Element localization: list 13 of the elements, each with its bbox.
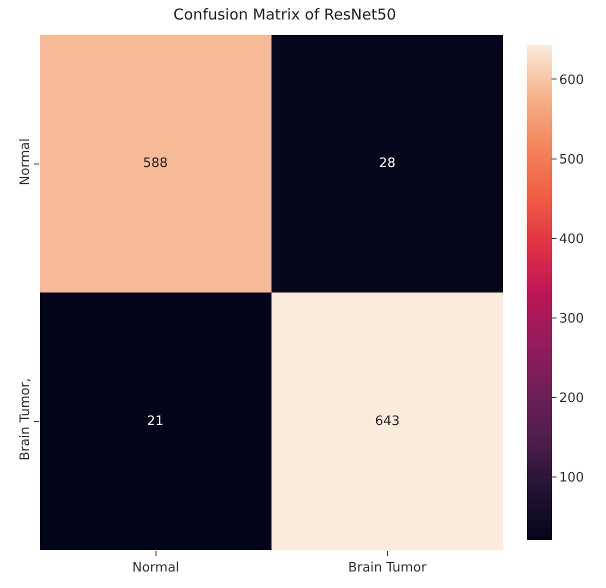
y-tick-label: Brain Tumor, [18, 378, 33, 461]
color-bar-label: 500 [559, 152, 584, 168]
color-bar-label: 100 [559, 470, 584, 486]
data-label: 21 [147, 414, 164, 429]
color-bar-label: 200 [559, 391, 584, 406]
data-label: 643 [375, 414, 400, 429]
color-bar-label: 600 [559, 72, 584, 88]
data-label: 28 [379, 156, 396, 171]
color-bar-label: 400 [559, 232, 584, 247]
chart-title: Confusion Matrix of ResNet50 [173, 5, 396, 24]
data-label: 588 [143, 156, 168, 171]
color-bar-label: 300 [559, 312, 584, 327]
x-tick-label: Brain Tumor [348, 560, 428, 576]
